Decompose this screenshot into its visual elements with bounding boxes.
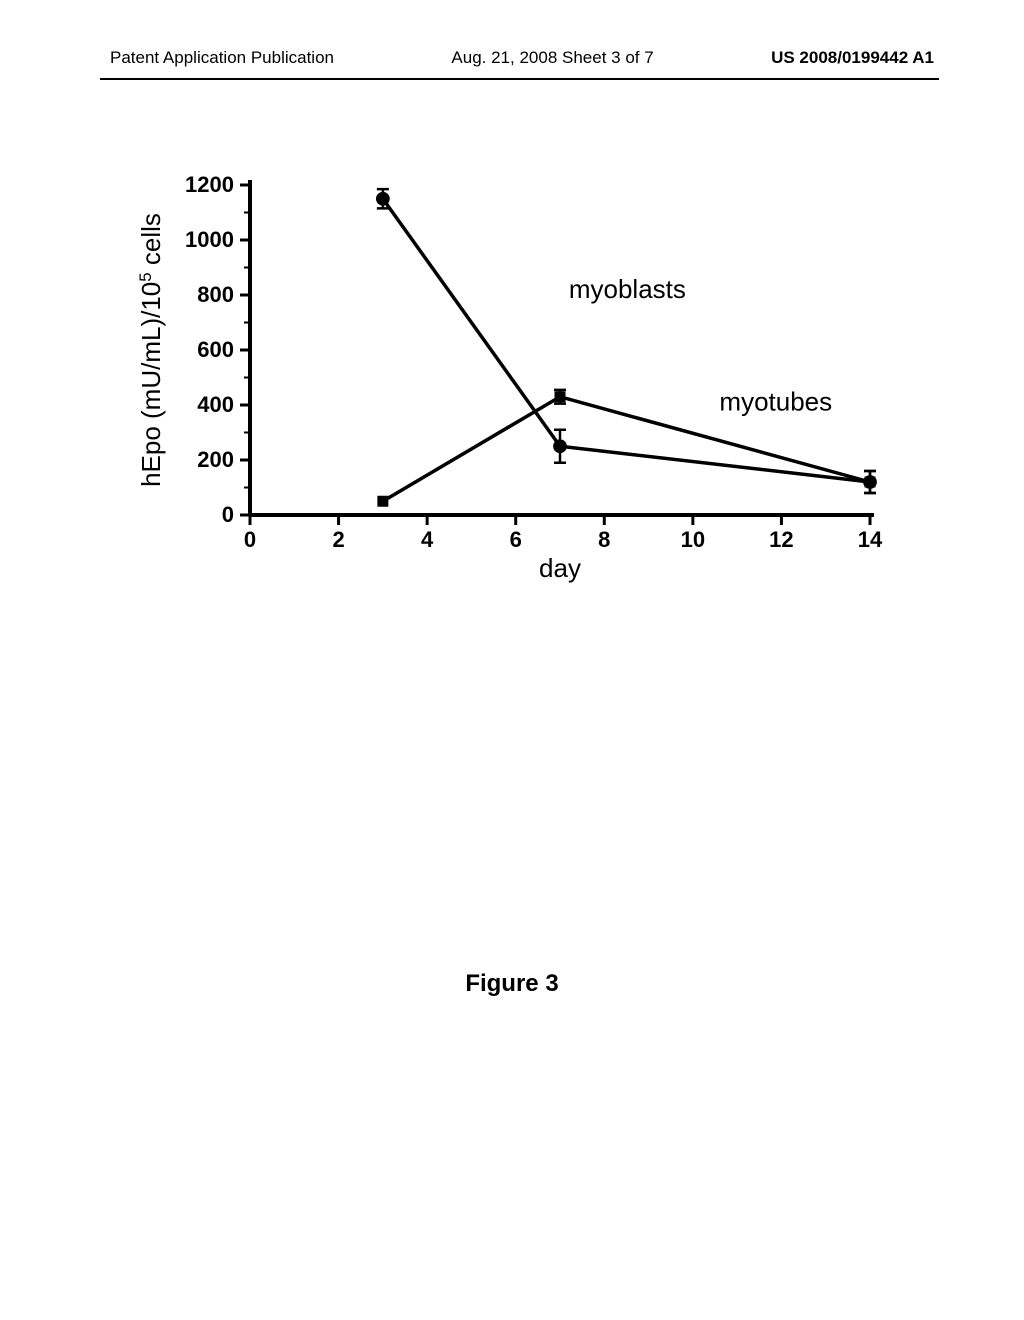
header-left: Patent Application Publication — [110, 48, 334, 68]
svg-text:day: day — [539, 553, 581, 583]
svg-text:0: 0 — [222, 502, 234, 527]
svg-text:400: 400 — [197, 392, 234, 417]
svg-text:14: 14 — [858, 527, 883, 552]
svg-text:6: 6 — [510, 527, 522, 552]
chart-svg: 0 200 400 600 800 1000 1200 0 2 4 6 8 10 12 14 day hEpo … — [130, 165, 890, 585]
svg-text:600: 600 — [197, 337, 234, 362]
svg-text:10: 10 — [681, 527, 705, 552]
header-right: US 2008/0199442 A1 — [771, 48, 934, 68]
svg-text:12: 12 — [769, 527, 793, 552]
header-rule — [100, 78, 939, 80]
svg-text:hEpo (mU/mL)/105 cells: hEpo (mU/mL)/105 cells — [136, 213, 167, 487]
svg-text:1000: 1000 — [185, 227, 234, 252]
line-chart: 0 200 400 600 800 1000 1200 0 2 4 6 8 10 12 14 day hEpo … — [130, 165, 890, 585]
patent-header: Patent Application Publication Aug. 21, … — [0, 48, 1024, 68]
svg-text:200: 200 — [197, 447, 234, 472]
header-center: Aug. 21, 2008 Sheet 3 of 7 — [451, 48, 653, 68]
svg-text:1200: 1200 — [185, 172, 234, 197]
svg-text:myotubes: myotubes — [719, 387, 832, 417]
svg-text:0: 0 — [244, 527, 256, 552]
svg-text:2: 2 — [332, 527, 344, 552]
figure-label: Figure 3 — [0, 970, 1024, 998]
svg-text:myoblasts: myoblasts — [569, 274, 686, 304]
svg-text:8: 8 — [598, 527, 610, 552]
svg-text:4: 4 — [421, 527, 434, 552]
svg-text:800: 800 — [197, 282, 234, 307]
